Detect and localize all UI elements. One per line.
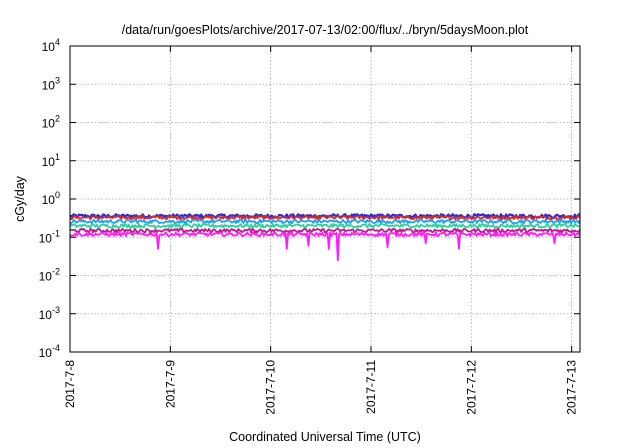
- series-layer: [69, 213, 581, 262]
- series-line: [69, 218, 581, 225]
- series-line: [69, 214, 581, 221]
- y-tick-label: 101: [42, 152, 60, 169]
- x-tick-label: 2017-7-12: [464, 360, 478, 415]
- y-tick-label: 103: [42, 75, 60, 92]
- x-tick-label: 2017-7-10: [264, 360, 278, 415]
- y-tick-label: 10-1: [39, 228, 60, 245]
- chart-title: /data/run/goesPlots/archive/2017-07-13/0…: [122, 23, 529, 37]
- x-tick-label: 2017-7-13: [565, 360, 579, 415]
- y-tick-label: 10-2: [39, 267, 60, 284]
- y-tick-label: 104: [42, 37, 60, 54]
- series-line: [69, 227, 581, 234]
- x-tick-label: 2017-7-8: [63, 360, 77, 408]
- plot-frame: [69, 45, 581, 353]
- y-tick-label: 102: [42, 114, 60, 131]
- series-line: [69, 231, 581, 262]
- y-axis-label: cGy/day: [13, 175, 27, 222]
- x-axis: 2017-7-8 2017-7-9 2017-7-10 2017-7-11 2017-7…: [63, 46, 579, 415]
- series-line: [69, 223, 581, 229]
- y-tick-label: 10-4: [39, 343, 60, 360]
- y-axis: 10-4 10-3 10-2 10-1 100 101 102 103 104: [39, 37, 580, 360]
- x-axis-label: Coordinated Universal Time (UTC): [229, 430, 421, 444]
- grid: [69, 46, 580, 352]
- x-tick-label: 2017-7-9: [163, 360, 177, 408]
- y-tick-label: 10-3: [39, 305, 60, 322]
- y-tick-label: 100: [42, 190, 60, 207]
- x-tick-label: 2017-7-11: [364, 360, 378, 414]
